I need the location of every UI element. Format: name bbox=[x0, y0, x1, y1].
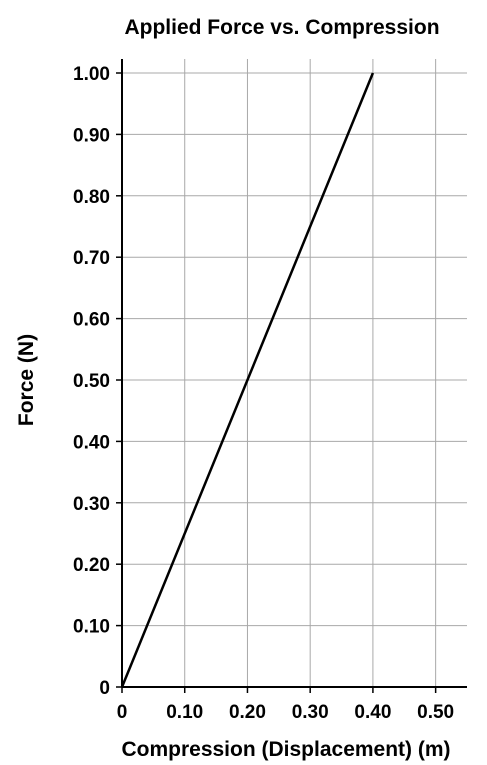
y-tick-label: 1.00 bbox=[73, 64, 110, 85]
x-tick-label: 0 bbox=[117, 702, 128, 723]
data-series bbox=[120, 72, 375, 688]
x-axis-label: Compression (Displacement) (m) bbox=[121, 738, 450, 761]
y-tick-label: 0.90 bbox=[73, 125, 110, 146]
grid-lines bbox=[122, 59, 467, 687]
y-axis-label: Force (N) bbox=[15, 334, 38, 426]
chart-title: Applied Force vs. Compression bbox=[124, 16, 439, 39]
y-tick-label: 0.50 bbox=[73, 371, 110, 392]
axes bbox=[121, 59, 467, 688]
y-tick-label: 0 bbox=[99, 678, 110, 699]
y-axis-ticks: 0 0.10 0.20 0.30 0.40 0.50 0.60 0.70 0.80 0.90 1.0… bbox=[73, 64, 122, 699]
y-tick-label: 0.10 bbox=[73, 617, 110, 638]
y-tick-label: 0.70 bbox=[73, 248, 110, 269]
y-tick-label: 0.30 bbox=[73, 494, 110, 515]
x-tick-label: 0.40 bbox=[354, 702, 391, 723]
x-axis-ticks: 0 0.10 0.20 0.30 0.40 0.50 bbox=[117, 687, 454, 723]
x-tick-label: 0.20 bbox=[229, 702, 266, 723]
y-tick-label: 0.40 bbox=[73, 432, 110, 453]
x-tick-label: 0.30 bbox=[292, 702, 329, 723]
y-tick-label: 0.80 bbox=[73, 187, 110, 208]
x-tick-label: 0.10 bbox=[166, 702, 203, 723]
y-tick-label: 0.20 bbox=[73, 555, 110, 576]
x-tick-label: 0.50 bbox=[417, 702, 454, 723]
y-tick-label: 0.60 bbox=[73, 310, 110, 331]
series-line-0 bbox=[120, 72, 375, 688]
